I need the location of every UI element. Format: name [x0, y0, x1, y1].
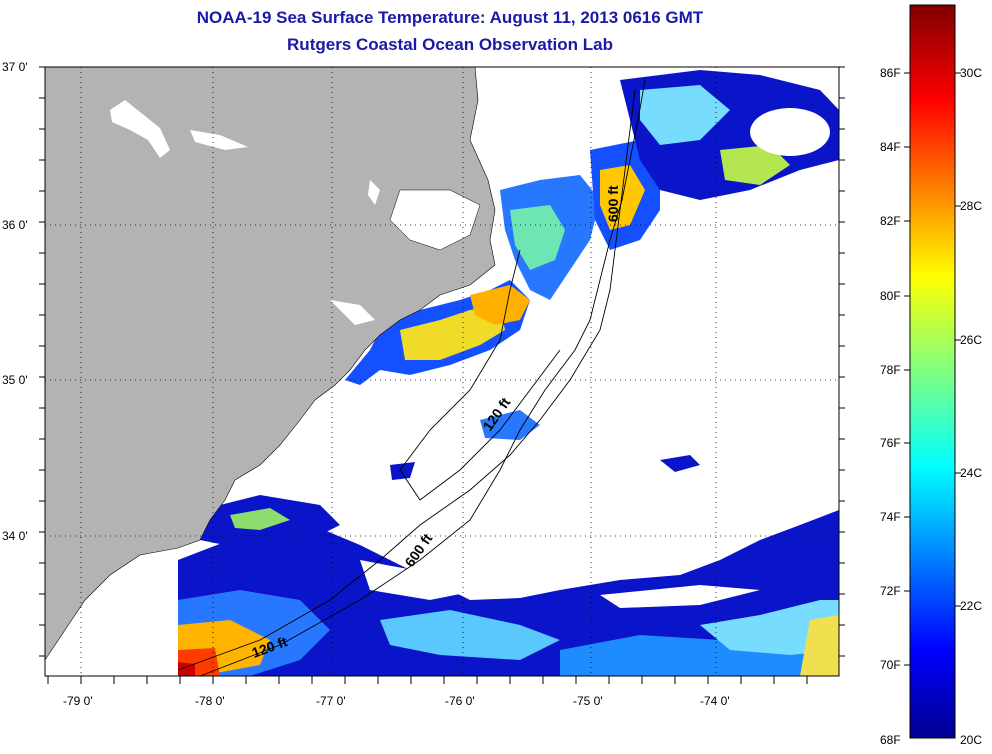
map-frame: [44, 66, 840, 677]
contour-label: 600 ft: [605, 185, 621, 222]
sst-gap: [600, 585, 760, 608]
title-line-1: NOAA-19 Sea Surface Temperature: August …: [196, 8, 704, 27]
colorbar-c-label: 26C: [960, 333, 983, 347]
depth-contours: [177, 79, 646, 676]
lat-label: 36 0': [2, 218, 28, 232]
lon-label: -78 0': [195, 694, 225, 708]
sst-blob: [700, 600, 839, 655]
colorbar-f-label: 80F: [880, 289, 901, 303]
sst-blob: [178, 510, 839, 676]
contour-120ft: [177, 89, 636, 671]
colorbar-f-label: 78F: [880, 363, 901, 377]
sst-blob: [480, 410, 540, 440]
sst-blob: [720, 145, 790, 185]
colorbar-c-label: 30C: [960, 66, 983, 80]
colorbar-c-label: 20C: [960, 733, 983, 747]
lat-label: 35 0': [2, 373, 28, 387]
lake: [190, 130, 248, 150]
colorbar-f-label: 70F: [880, 658, 901, 672]
sst-blob: [800, 615, 839, 676]
lon-label: -79 0': [63, 694, 93, 708]
lon-label: -76 0': [445, 694, 475, 708]
colorbar-f-label: 76F: [880, 436, 901, 450]
sst-blob: [390, 462, 415, 480]
title-line-2: Rutgers Coastal Ocean Observation Lab: [287, 35, 613, 54]
sound: [389, 189, 481, 251]
lake: [110, 100, 170, 158]
colorbar-f-label: 72F: [880, 584, 901, 598]
colorbar-c-label: 28C: [960, 199, 983, 213]
lon-label: -74 0': [700, 694, 730, 708]
contour-600ft: [199, 79, 646, 676]
sst-blob: [470, 285, 530, 325]
sound: [330, 300, 375, 325]
sst-gap: [750, 108, 830, 156]
sst-blob: [510, 205, 565, 270]
lake: [368, 180, 380, 205]
colorbar-f-label: 74F: [880, 510, 901, 524]
sst-gap: [360, 560, 480, 600]
sst-blob: [380, 610, 560, 660]
lat-label: 34 0': [2, 529, 28, 543]
land-mass: [45, 67, 496, 661]
lat-label: 37 0': [2, 60, 28, 74]
sst-blob: [400, 305, 505, 360]
colorbar: [909, 4, 956, 739]
lon-label: -77 0': [316, 694, 346, 708]
colorbar-f-label: 68F: [880, 733, 901, 747]
colorbar-c-label: 24C: [960, 466, 983, 480]
axis-ticks: [39, 66, 845, 684]
sst-blob: [640, 85, 730, 145]
colorbar-f-label: 84F: [880, 140, 901, 154]
colorbar-f-label: 86F: [880, 66, 901, 80]
colorbar-f-label: 82F: [880, 214, 901, 228]
sst-blob: [660, 455, 700, 472]
sst-blob: [230, 508, 290, 530]
contour-shore: [399, 249, 561, 501]
colorbar-ticks: [904, 72, 961, 666]
colorbar-c-label: 22C: [960, 599, 983, 613]
lon-label: -75 0': [573, 694, 603, 708]
